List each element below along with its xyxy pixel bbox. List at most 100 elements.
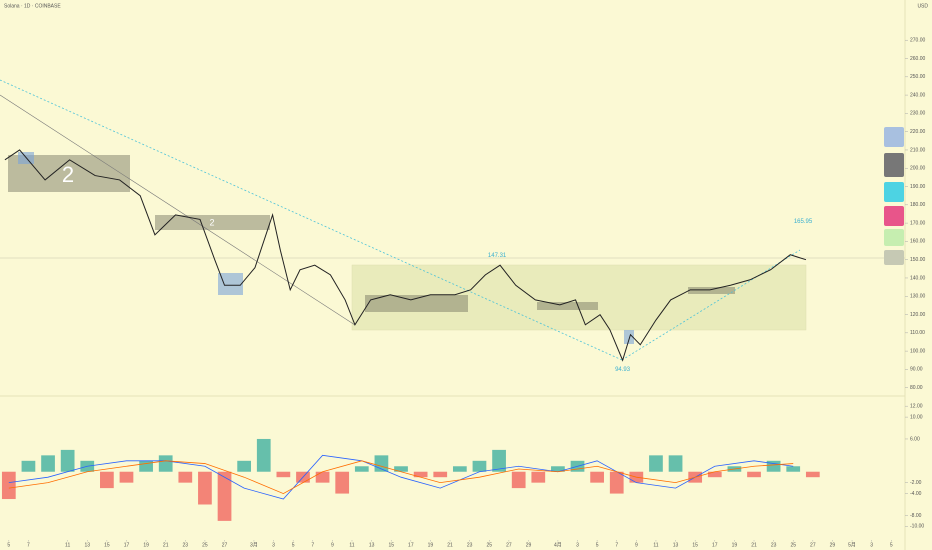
y-tick-label: 120.00: [910, 312, 926, 318]
indicator-line: [8, 454, 794, 500]
x-tick-label: 29: [830, 542, 836, 548]
histogram-bar: [1, 471, 16, 500]
histogram-bar: [60, 449, 75, 472]
y-tick-label: 270.00: [910, 38, 926, 44]
x-tick-label: 25: [202, 542, 208, 548]
histogram-bar: [21, 460, 36, 472]
y-tick-label: 230.00: [910, 111, 926, 117]
price-annotation: 165.95: [794, 219, 813, 225]
y-tick-label: 250.00: [910, 74, 926, 80]
x-tick-label: 13: [369, 542, 375, 548]
zone-box: [365, 295, 468, 312]
y-tick-label: -8.00: [910, 513, 922, 519]
x-tick-label: 19: [143, 542, 149, 548]
histogram-bar: [413, 471, 428, 478]
x-tick-label: 11: [65, 542, 70, 548]
histogram-bar: [335, 471, 350, 494]
y-tick-label: -2.00: [910, 480, 922, 486]
x-tick-label: 3: [576, 542, 579, 548]
x-tick-label: 21: [751, 542, 757, 548]
range-box: [351, 264, 807, 331]
trend-line: [0, 79, 623, 361]
y-tick-label: -10.00: [910, 524, 924, 530]
x-tick-label: 17: [124, 542, 130, 548]
histogram-bar: [394, 466, 408, 472]
x-tick-label: 21: [447, 542, 453, 548]
histogram-bar: [472, 460, 487, 472]
y-tick-label: 130.00: [910, 294, 926, 300]
histogram-bar: [786, 466, 801, 472]
x-tick-label: 7: [27, 542, 30, 548]
price-annotation: 147.31: [488, 253, 507, 259]
y-tick-label: 110.00: [910, 330, 925, 336]
histogram-bar: [766, 460, 781, 472]
trend-line: [621, 249, 801, 361]
tool-button[interactable]: [884, 153, 904, 177]
x-tick-label: 5: [890, 542, 893, 548]
x-tick-label: 29: [526, 542, 532, 548]
histogram-bar: [315, 471, 330, 483]
x-tick-label: 5: [7, 542, 10, 548]
trend-line: [0, 94, 356, 326]
tool-button[interactable]: [884, 206, 904, 226]
y-tick-label: 100.00: [910, 348, 926, 354]
histogram-bar: [492, 449, 506, 472]
histogram-bar: [551, 466, 565, 472]
histogram-bar: [805, 471, 820, 478]
x-tick-label: 9: [635, 542, 638, 548]
x-tick-label: 19: [428, 542, 434, 548]
histogram-bar: [354, 466, 369, 472]
tool-button[interactable]: [884, 229, 904, 246]
x-tick-label: 11: [653, 542, 658, 548]
y-tick-label: 140.00: [910, 275, 926, 281]
symbol-title: Solana · 1D · COINBASE: [4, 3, 61, 9]
y-tick-label: 150.00: [910, 257, 926, 263]
price-annotation: 94.93: [615, 367, 631, 373]
histogram-bar: [276, 471, 291, 478]
currency: USD: [917, 3, 928, 9]
tool-button[interactable]: [884, 182, 904, 202]
y-tick-label: 6.00: [910, 436, 920, 442]
y-tick-label: 180.00: [910, 202, 926, 208]
x-tick-label: 25: [790, 542, 796, 548]
x-tick-label: 5: [292, 542, 295, 548]
y-tick-label: 260.00: [910, 56, 926, 62]
x-tick-label: 3月: [250, 542, 258, 548]
histogram-bar: [707, 471, 722, 478]
histogram-bar: [256, 438, 271, 472]
histogram-bar: [237, 460, 252, 472]
histogram-bar: [100, 471, 114, 489]
y-tick-label: 160.00: [910, 239, 926, 245]
zone-box: [537, 302, 598, 310]
x-tick-label: 11: [349, 542, 354, 548]
histogram-bar: [531, 471, 546, 483]
x-tick-label: 3: [870, 542, 873, 548]
histogram-bar: [668, 455, 683, 472]
x-tick-label: 27: [810, 542, 816, 548]
tool-button[interactable]: [884, 127, 904, 147]
histogram-bar: [747, 471, 761, 478]
x-tick-label: 25: [486, 542, 492, 548]
x-tick-label: 3: [272, 542, 275, 548]
y-tick-label: 12.00: [910, 404, 923, 410]
histogram-bar: [158, 455, 173, 472]
tool-button[interactable]: [884, 250, 904, 265]
x-tick-label: 23: [467, 542, 473, 548]
x-tick-label: 27: [506, 542, 512, 548]
x-tick-label: 21: [163, 542, 169, 548]
x-tick-label: 7: [311, 542, 314, 548]
y-tick-label: 80.00: [910, 385, 923, 391]
box-label: 2: [209, 217, 214, 227]
x-tick-label: 15: [104, 542, 110, 548]
y-tick-label: 190.00: [910, 184, 926, 190]
y-tick-label: 210.00: [910, 147, 926, 153]
y-tick-label: 220.00: [910, 129, 926, 135]
x-tick-label: 15: [388, 542, 394, 548]
y-tick-label: 90.00: [910, 367, 923, 373]
histogram-bar: [590, 471, 604, 483]
x-tick-label: 7: [615, 542, 618, 548]
x-tick-label: 9: [331, 542, 334, 548]
x-tick-label: 15: [692, 542, 698, 548]
histogram-bar: [119, 471, 134, 483]
